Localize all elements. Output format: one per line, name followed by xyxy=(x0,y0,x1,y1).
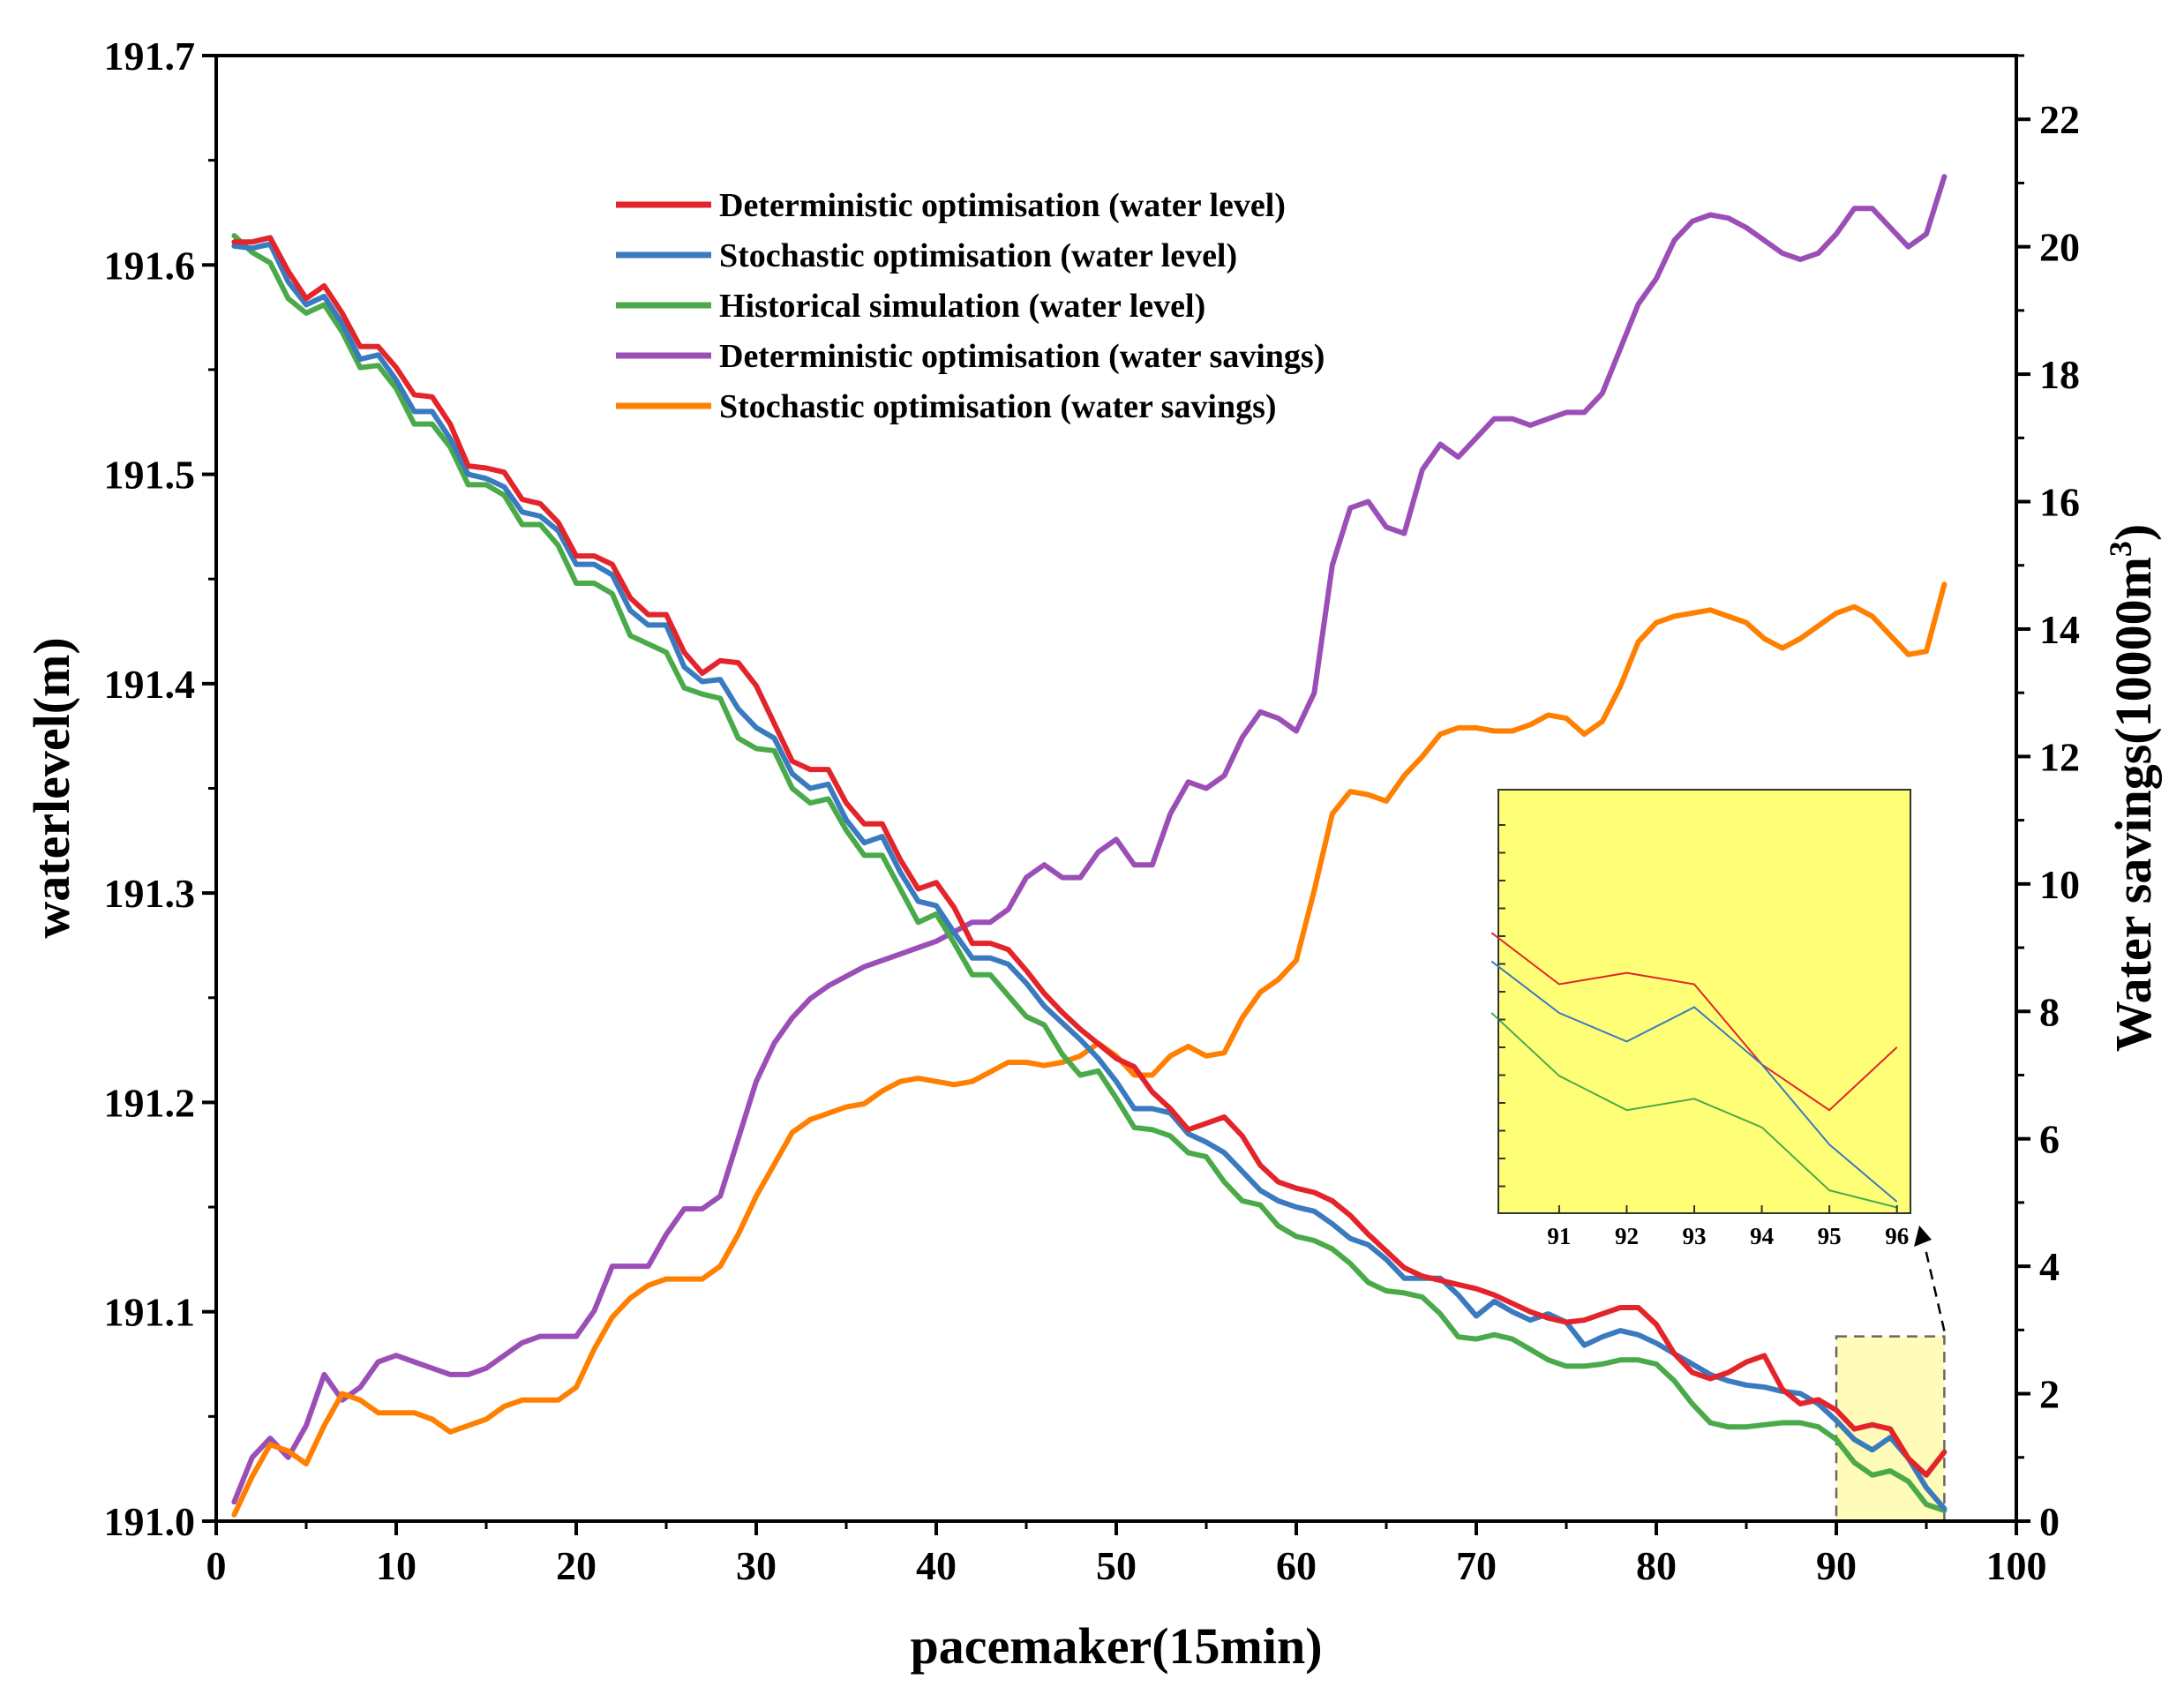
zoom-inset: 91 92 93 94 95 96 xyxy=(1490,789,1911,1249)
y-right-tick-label: 0 xyxy=(2039,1499,2060,1544)
legend-label: Stochastic optimisation (water level) xyxy=(719,237,1237,274)
x-tick-label: 20 xyxy=(556,1543,597,1588)
left-y-axis: 191.0 191.1 191.2 191.3 191.4 191.5 191.6 191.7 xyxy=(104,34,216,1544)
zoom-arrowhead xyxy=(1914,1226,1932,1247)
x-axis: 0 10 20 30 40 50 60 70 80 90 100 xyxy=(206,1521,2047,1588)
inset-background xyxy=(1497,789,1911,1214)
y-left-tick-label: 191.1 xyxy=(104,1290,196,1335)
left-axis-title: waterlevel(m) xyxy=(23,637,80,938)
right-axis-title-base: Water savings(10000m xyxy=(2105,557,2162,1052)
y-left-tick-label: 191.2 xyxy=(104,1080,196,1125)
y-right-tick-label: 10 xyxy=(2039,862,2080,907)
series-line-0 xyxy=(231,235,1948,1478)
y-right-tick-label: 8 xyxy=(2039,989,2060,1034)
y-right-tick-label: 4 xyxy=(2039,1244,2060,1289)
x-tick-label: 30 xyxy=(736,1543,777,1588)
inset-x-tick-label: 91 xyxy=(1547,1223,1571,1249)
y-left-tick-label: 191.4 xyxy=(104,662,196,707)
right-axis-title: Water savings(10000m3) xyxy=(2103,524,2162,1053)
inset-x-tick-label: 92 xyxy=(1615,1223,1639,1249)
x-axis-title: pacemaker(15min) xyxy=(910,1617,1322,1675)
inset-x-tick-label: 96 xyxy=(1885,1223,1909,1249)
inset-axis: 91 92 93 94 95 96 xyxy=(1498,824,1909,1249)
right-axis-title-close: ) xyxy=(2105,524,2162,541)
series-line-3 xyxy=(231,174,1948,1505)
legend-label: Historical simulation (water level) xyxy=(719,288,1205,325)
y-right-tick-label: 20 xyxy=(2039,225,2080,270)
legend-label: Stochastic optimisation (water savings) xyxy=(719,388,1277,425)
x-tick-label: 40 xyxy=(916,1543,957,1588)
x-tick-label: 100 xyxy=(1986,1543,2047,1588)
zoom-arrow xyxy=(1923,1244,1946,1331)
x-tick-label: 80 xyxy=(1636,1543,1677,1588)
inset-series-line-0 xyxy=(1490,932,1898,1112)
y-left-tick-label: 191.3 xyxy=(104,871,196,916)
y-right-tick-label: 14 xyxy=(2039,607,2080,652)
y-left-tick-label: 191.7 xyxy=(104,34,196,79)
series-line-2 xyxy=(231,233,1948,1514)
x-tick-label: 0 xyxy=(206,1543,227,1588)
x-tick-label: 90 xyxy=(1816,1543,1857,1588)
inset-series-line-1 xyxy=(1490,960,1898,1203)
y-right-tick-label: 18 xyxy=(2039,352,2080,397)
series-line-1 xyxy=(231,241,1948,1511)
y-left-tick-label: 191.5 xyxy=(104,453,196,498)
inset-series-layer xyxy=(1490,932,1898,1209)
x-tick-label: 50 xyxy=(1096,1543,1137,1588)
legend-label: Deterministic optimisation (water level) xyxy=(719,187,1286,224)
legend: Deterministic optimisation (water level)… xyxy=(616,187,1325,425)
inset-series-line-2 xyxy=(1490,1012,1897,1209)
y-right-tick-label: 2 xyxy=(2039,1372,2060,1417)
x-tick-label: 10 xyxy=(376,1543,417,1588)
inset-x-tick-label: 94 xyxy=(1750,1223,1774,1249)
right-y-axis: 0 2 4 6 8 10 12 14 16 18 20 22 xyxy=(2016,54,2080,1544)
x-tick-label: 60 xyxy=(1276,1543,1317,1588)
series-layer xyxy=(231,174,1948,1518)
right-axis-title-superscript: 3 xyxy=(2103,541,2138,557)
y-right-tick-label: 12 xyxy=(2039,734,2080,779)
y-right-tick-label: 22 xyxy=(2039,97,2080,142)
legend-label: Deterministic optimisation (water saving… xyxy=(719,338,1325,375)
inset-x-tick-label: 95 xyxy=(1818,1223,1842,1249)
y-left-tick-label: 191.0 xyxy=(104,1499,196,1544)
y-right-tick-label: 6 xyxy=(2039,1117,2060,1162)
inset-x-tick-label: 93 xyxy=(1683,1223,1707,1249)
x-tick-label: 70 xyxy=(1456,1543,1497,1588)
y-left-tick-label: 191.6 xyxy=(104,243,196,288)
y-right-tick-label: 16 xyxy=(2039,480,2080,525)
